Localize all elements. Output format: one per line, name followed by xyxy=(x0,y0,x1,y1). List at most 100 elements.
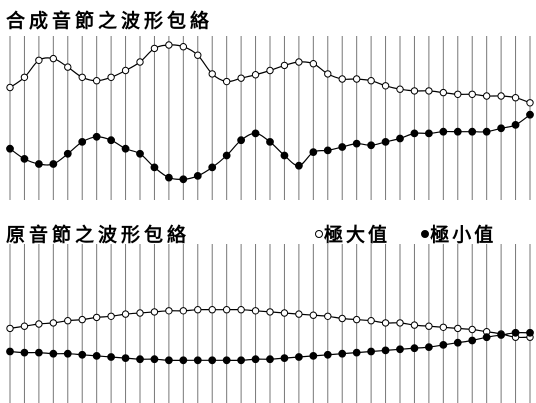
min-point xyxy=(136,149,144,158)
max-point xyxy=(208,70,216,78)
legend-max: 極大值 xyxy=(315,224,390,246)
max-point xyxy=(295,310,303,318)
max-point xyxy=(381,82,390,90)
max-point xyxy=(338,314,346,323)
max-point xyxy=(352,75,361,83)
max-point xyxy=(179,43,188,51)
min-point xyxy=(468,127,477,136)
max-point xyxy=(165,41,173,49)
max-point xyxy=(6,83,14,92)
min-point xyxy=(266,138,274,146)
min-point xyxy=(294,353,303,361)
min-point xyxy=(352,348,361,357)
min-point xyxy=(526,110,534,119)
min-point xyxy=(323,146,332,155)
open-circle-icon xyxy=(315,229,323,238)
min-point xyxy=(179,356,188,365)
max-point xyxy=(20,73,29,82)
max-point xyxy=(107,312,115,320)
min-point xyxy=(280,354,289,363)
min-point xyxy=(497,124,506,133)
max-point xyxy=(49,319,58,327)
max-point xyxy=(237,74,245,82)
max-point xyxy=(396,85,404,93)
min-point xyxy=(251,129,260,138)
min-point xyxy=(193,172,202,180)
min-point xyxy=(453,338,462,347)
min-point xyxy=(439,127,448,136)
min-point xyxy=(150,355,159,364)
min-point xyxy=(222,356,231,365)
max-point xyxy=(194,51,202,59)
max-point xyxy=(92,77,101,85)
max-point xyxy=(295,58,303,66)
max-point xyxy=(136,58,144,66)
max-point xyxy=(179,307,188,315)
max-point xyxy=(497,92,505,100)
min-point xyxy=(294,161,303,170)
max-point xyxy=(150,308,159,316)
max-point xyxy=(251,307,260,315)
min-point xyxy=(526,328,534,337)
max-point xyxy=(194,306,202,314)
max-point xyxy=(425,322,433,330)
legend: 極大值 極小值 xyxy=(315,220,496,247)
max-point xyxy=(49,54,58,63)
min-point xyxy=(49,349,58,358)
max-point xyxy=(526,99,534,107)
max-point xyxy=(324,70,332,78)
min-point xyxy=(352,139,361,148)
min-point xyxy=(338,143,347,151)
bottom-envelope-chart xyxy=(6,244,534,403)
max-point xyxy=(35,56,43,64)
min-point xyxy=(468,336,477,345)
min-point xyxy=(424,343,433,352)
legend-max-label: 極大值 xyxy=(324,224,391,246)
min-point xyxy=(266,355,274,364)
legend-min-label: 極小值 xyxy=(430,224,497,246)
max-point xyxy=(511,94,520,102)
max-point xyxy=(367,77,375,85)
min-point xyxy=(497,331,506,339)
legend-min: 極小值 xyxy=(421,224,496,246)
max-point xyxy=(454,324,462,333)
min-point xyxy=(34,348,43,357)
min-point xyxy=(482,333,491,342)
min-point xyxy=(424,129,433,138)
min-point xyxy=(280,151,289,160)
min-point xyxy=(63,149,72,158)
max-point xyxy=(165,307,173,315)
max-point xyxy=(367,317,375,325)
min-point xyxy=(237,136,246,145)
max-point xyxy=(309,60,318,68)
min-point xyxy=(381,346,390,355)
min-point xyxy=(121,354,130,363)
min-point xyxy=(107,136,116,145)
max-point xyxy=(266,66,274,75)
min-point xyxy=(20,348,29,357)
max-point xyxy=(338,75,346,83)
max-point xyxy=(439,88,448,97)
min-point xyxy=(164,356,173,365)
max-point xyxy=(136,309,144,317)
min-point xyxy=(208,163,217,172)
min-point xyxy=(410,129,419,138)
min-point xyxy=(150,163,159,172)
min-point xyxy=(511,121,520,129)
max-point xyxy=(381,319,390,327)
max-point xyxy=(64,317,72,325)
min-point xyxy=(251,355,260,364)
min-point xyxy=(396,345,404,354)
max-point xyxy=(20,322,29,330)
max-point xyxy=(6,324,14,333)
min-point xyxy=(439,341,448,349)
max-point xyxy=(280,309,289,317)
min-point xyxy=(511,328,520,337)
min-point xyxy=(338,349,347,358)
max-point xyxy=(150,44,159,53)
min-point xyxy=(237,356,246,365)
min-point xyxy=(6,144,14,153)
max-point xyxy=(121,66,130,75)
min-point xyxy=(136,355,144,364)
